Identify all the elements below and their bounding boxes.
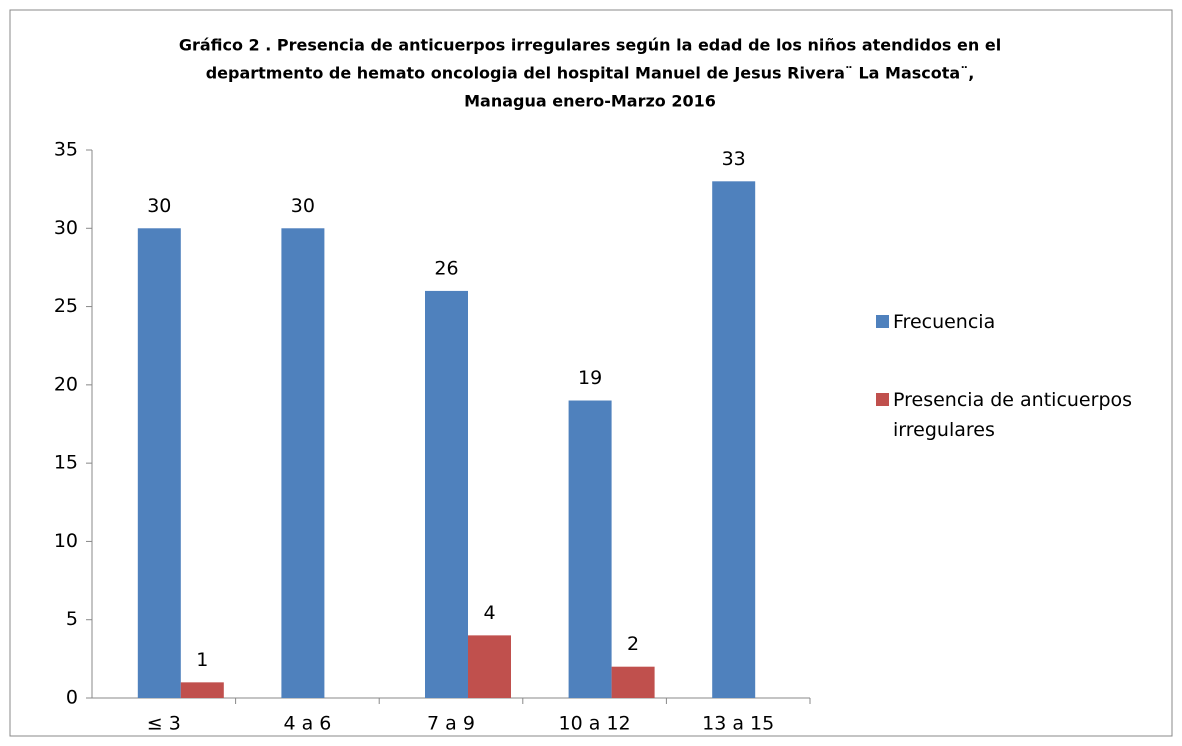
y-tick-label: 25 bbox=[54, 295, 78, 317]
data-label: 26 bbox=[434, 257, 458, 279]
legend-swatch bbox=[876, 393, 889, 406]
x-tick-label: 4 a 6 bbox=[283, 713, 331, 735]
y-tick-label: 30 bbox=[54, 217, 78, 239]
bar bbox=[137, 228, 181, 699]
chart-title: Managua enero-Marzo 2016 bbox=[464, 92, 716, 111]
y-tick-label: 10 bbox=[54, 530, 78, 552]
data-label: 33 bbox=[722, 148, 746, 170]
bar bbox=[611, 666, 655, 698]
x-tick-label: 13 a 15 bbox=[702, 713, 774, 735]
y-tick-label: 0 bbox=[66, 687, 78, 709]
chart-title: Gráfico 2 . Presencia de anticuerpos irr… bbox=[179, 36, 1001, 55]
x-tick-label: ≤ 3 bbox=[147, 713, 181, 735]
data-label: 1 bbox=[196, 649, 208, 671]
x-tick-label: 7 a 9 bbox=[427, 713, 475, 735]
bar bbox=[712, 181, 756, 699]
bar bbox=[180, 682, 224, 698]
y-tick-label: 5 bbox=[66, 608, 78, 630]
y-tick-label: 35 bbox=[54, 139, 78, 161]
data-label: 19 bbox=[578, 367, 602, 389]
bar bbox=[568, 400, 612, 698]
legend-label: Frecuencia bbox=[893, 311, 996, 333]
bar bbox=[425, 290, 468, 698]
data-label: 30 bbox=[147, 195, 171, 217]
x-tick-label: 10 a 12 bbox=[559, 713, 631, 735]
legend-label: Presencia de anticuerpos irregulares bbox=[893, 389, 1133, 441]
data-label: 2 bbox=[627, 633, 639, 655]
bar bbox=[468, 635, 511, 698]
legend-swatch bbox=[876, 315, 889, 328]
data-label: 4 bbox=[483, 602, 495, 624]
y-tick-label: 20 bbox=[54, 373, 78, 395]
data-label: 30 bbox=[291, 195, 315, 217]
legend-label-box: Presencia de anticuerpos irregulares bbox=[893, 389, 1133, 441]
legend-label-box: Frecuencia bbox=[893, 311, 996, 333]
bar bbox=[281, 228, 325, 699]
y-tick-label: 15 bbox=[54, 452, 78, 474]
chart-title: departmento de hemato oncologia del hosp… bbox=[206, 64, 975, 83]
